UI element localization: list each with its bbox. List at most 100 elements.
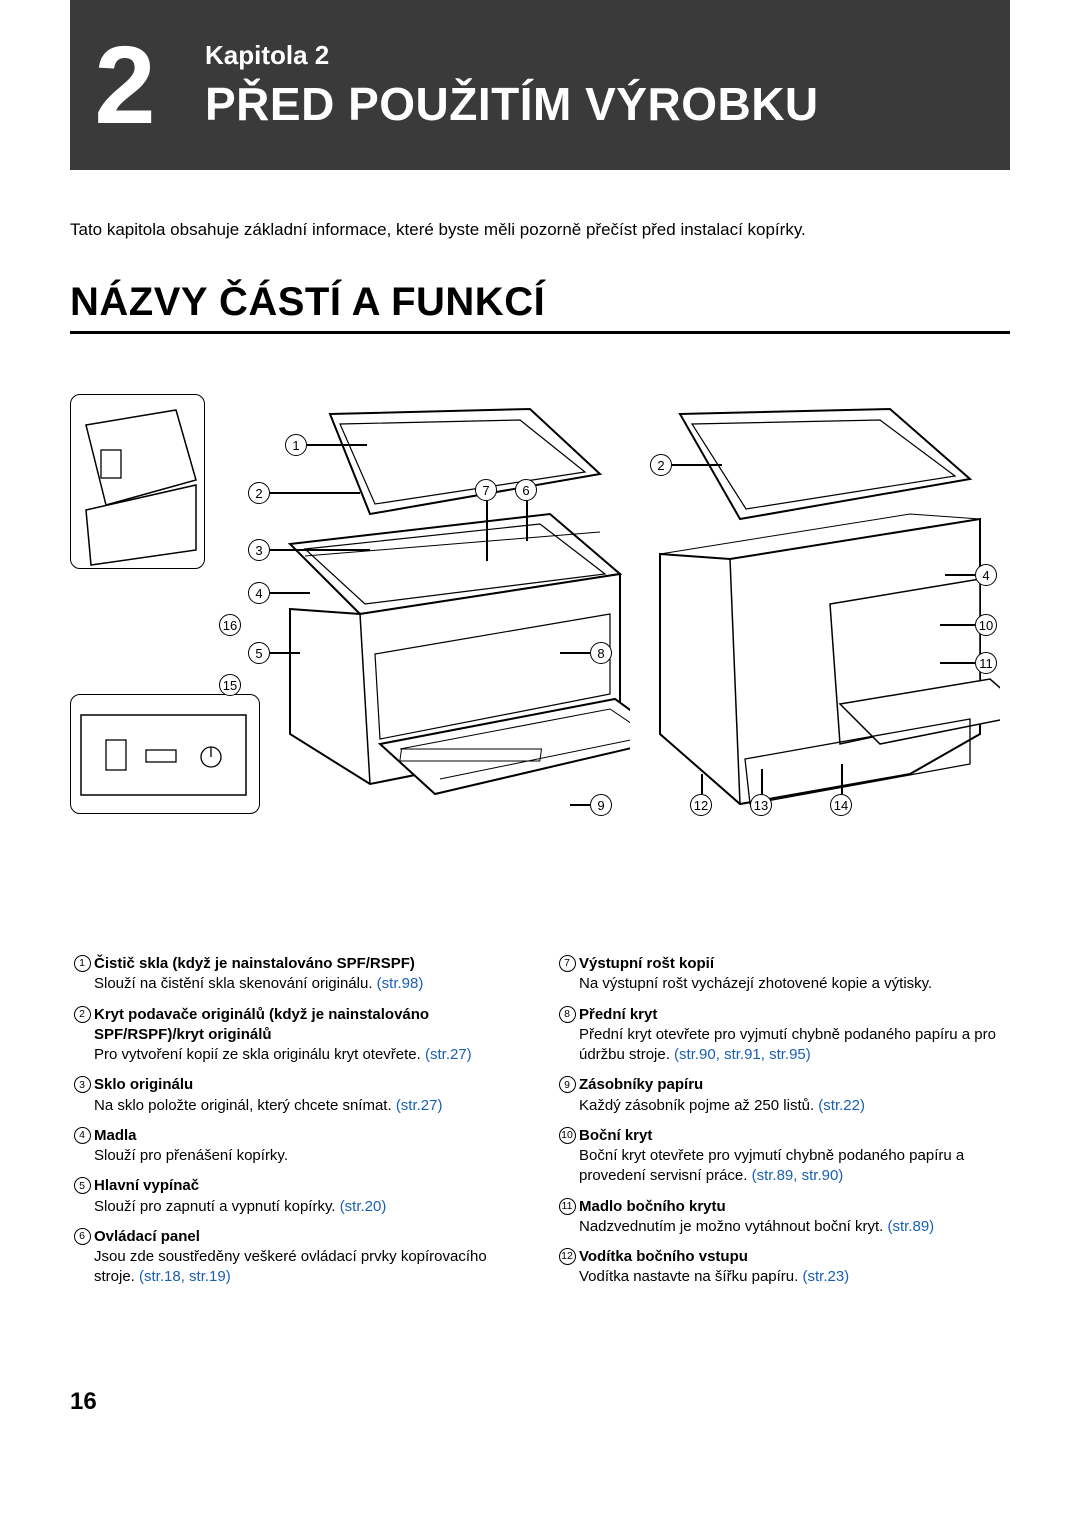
- part-number-badge: 8: [555, 1005, 579, 1023]
- part-title: Madlo bočního krytu: [579, 1197, 1010, 1217]
- part-item: 8Přední krytPřední kryt otevřete pro vyj…: [555, 1005, 1010, 1066]
- part-item: 4MadlaSlouží pro přenášení kopírky.: [70, 1126, 525, 1167]
- part-title: Ovládací panel: [94, 1227, 525, 1247]
- part-title: Výstupní rošt kopií: [579, 954, 1010, 974]
- section-title: NÁZVY ČÁSTÍ A FUNKCÍ: [70, 280, 1010, 334]
- part-item: 7Výstupní rošt kopiíNa výstupní rošt vyc…: [555, 954, 1010, 995]
- part-number-badge: 6: [70, 1227, 94, 1245]
- page-ref-link[interactable]: (str.27): [425, 1046, 472, 1063]
- callout-4: 4: [248, 582, 270, 604]
- part-description: Slouží pro přenášení kopírky.: [94, 1146, 525, 1166]
- page-ref-link[interactable]: (str.89): [888, 1218, 935, 1235]
- part-number-badge: 11: [555, 1197, 579, 1215]
- page-ref-link[interactable]: (str.98): [377, 975, 424, 992]
- callout-2r: 2: [650, 454, 672, 476]
- part-body: Hlavní vypínačSlouží pro zapnutí a vypnu…: [94, 1176, 525, 1217]
- callout-10: 10: [975, 614, 997, 636]
- chapter-number: 2: [70, 0, 180, 170]
- part-body: Sklo origináluNa sklo položte originál, …: [94, 1075, 525, 1116]
- part-title: Hlavní vypínač: [94, 1176, 525, 1196]
- callout-15: 15: [219, 674, 241, 696]
- part-description: Na výstupní rošt vycházejí zhotovené kop…: [579, 974, 1010, 994]
- part-number-badge: 12: [555, 1247, 579, 1265]
- page-ref-link[interactable]: (str.27): [396, 1097, 443, 1114]
- part-description: Pro vytvoření kopií ze skla originálu kr…: [94, 1045, 525, 1065]
- part-description: Boční kryt otevřete pro vyjmutí chybně p…: [579, 1146, 1010, 1187]
- part-body: Výstupní rošt kopiíNa výstupní rošt vych…: [579, 954, 1010, 995]
- callout-9: 9: [590, 794, 612, 816]
- page-ref-link[interactable]: (str.18, str.19): [139, 1268, 231, 1285]
- callout-3: 3: [248, 539, 270, 561]
- part-body: Ovládací panelJsou zde soustředěny veške…: [94, 1227, 525, 1288]
- part-item: 9Zásobníky papíruKaždý zásobník pojme až…: [555, 1075, 1010, 1116]
- part-number-badge: 4: [70, 1126, 94, 1144]
- part-number-badge: 5: [70, 1176, 94, 1194]
- part-body: Čistič skla (když je nainstalováno SPF/R…: [94, 954, 525, 995]
- part-number-badge: 9: [555, 1075, 579, 1093]
- part-number-badge: 10: [555, 1126, 579, 1144]
- part-item: 1Čistič skla (když je nainstalováno SPF/…: [70, 954, 525, 995]
- callout-4r: 4: [975, 564, 997, 586]
- part-item: 2Kryt podavače originálů (když je nainst…: [70, 1005, 525, 1066]
- chapter-header-text: Kapitola 2 PŘED POUŽITÍM VÝROBKU: [180, 0, 1010, 170]
- part-body: Přední krytPřední kryt otevřete pro vyjm…: [579, 1005, 1010, 1066]
- part-body: Madlo bočního krytuNadzvednutím je možno…: [579, 1197, 1010, 1238]
- callout-6: 6: [515, 479, 537, 501]
- intro-text: Tato kapitola obsahuje základní informac…: [70, 220, 1010, 240]
- diagram-inset-topleft: [70, 394, 205, 569]
- part-description: Jsou zde soustředěny veškeré ovládací pr…: [94, 1247, 525, 1288]
- part-number-badge: 7: [555, 954, 579, 972]
- chapter-header: 2 Kapitola 2 PŘED POUŽITÍM VÝROBKU: [70, 0, 1010, 170]
- callout-5: 5: [248, 642, 270, 664]
- part-number-badge: 1: [70, 954, 94, 972]
- part-title: Kryt podavače originálů (když je nainsta…: [94, 1005, 525, 1046]
- part-body: Zásobníky papíruKaždý zásobník pojme až …: [579, 1075, 1010, 1116]
- callout-16: 16: [219, 614, 241, 636]
- part-description: Slouží na čistění skla skenování originá…: [94, 974, 525, 994]
- page-ref-link[interactable]: (str.89, str.90): [752, 1167, 844, 1184]
- part-description: Přední kryt otevřete pro vyjmutí chybně …: [579, 1025, 1010, 1066]
- part-number-badge: 3: [70, 1075, 94, 1093]
- part-description: Každý zásobník pojme až 250 listů. (str.…: [579, 1096, 1010, 1116]
- callout-14: 14: [830, 794, 852, 816]
- callout-8: 8: [590, 642, 612, 664]
- page-ref-link[interactable]: (str.23): [802, 1268, 849, 1285]
- callout-13: 13: [750, 794, 772, 816]
- part-item: 11Madlo bočního krytuNadzvednutím je mož…: [555, 1197, 1010, 1238]
- callout-12: 12: [690, 794, 712, 816]
- part-body: MadlaSlouží pro přenášení kopírky.: [94, 1126, 525, 1167]
- part-title: Sklo originálu: [94, 1075, 525, 1095]
- part-title: Čistič skla (když je nainstalováno SPF/R…: [94, 954, 525, 974]
- chapter-title: PŘED POUŽITÍM VÝROBKU: [205, 77, 985, 131]
- page-ref-link[interactable]: (str.22): [818, 1097, 865, 1114]
- parts-list: 1Čistič skla (když je nainstalováno SPF/…: [70, 954, 1010, 1298]
- part-body: Kryt podavače originálů (když je nainsta…: [94, 1005, 525, 1066]
- callout-7: 7: [475, 479, 497, 501]
- part-body: Boční krytBoční kryt otevřete pro vyjmut…: [579, 1126, 1010, 1187]
- part-description: Na sklo položte originál, který chcete s…: [94, 1096, 525, 1116]
- part-body: Vodítka bočního vstupuVodítka nastavte n…: [579, 1247, 1010, 1288]
- callout-1: 1: [285, 434, 307, 456]
- part-title: Zásobníky papíru: [579, 1075, 1010, 1095]
- part-title: Přední kryt: [579, 1005, 1010, 1025]
- diagram-inset-bottomleft: [70, 694, 260, 814]
- part-description: Nadzvednutím je možno vytáhnout boční kr…: [579, 1217, 1010, 1237]
- part-item: 12Vodítka bočního vstupuVodítka nastavte…: [555, 1247, 1010, 1288]
- kapitola-label: Kapitola 2: [205, 40, 985, 71]
- parts-diagram: 1 2 3 4 5 7 6 8 9 16 15 2 4 10 11 12 13: [70, 374, 1010, 914]
- page-ref-link[interactable]: (str.90, str.91, str.95): [674, 1046, 811, 1063]
- part-item: 3Sklo origináluNa sklo položte originál,…: [70, 1075, 525, 1116]
- part-description: Vodítka nastavte na šířku papíru. (str.2…: [579, 1267, 1010, 1287]
- part-title: Boční kryt: [579, 1126, 1010, 1146]
- part-item: 6Ovládací panelJsou zde soustředěny vešk…: [70, 1227, 525, 1288]
- callout-2: 2: [248, 482, 270, 504]
- part-item: 5Hlavní vypínačSlouží pro zapnutí a vypn…: [70, 1176, 525, 1217]
- part-number-badge: 2: [70, 1005, 94, 1023]
- part-description: Slouží pro zapnutí a vypnutí kopírky. (s…: [94, 1197, 525, 1217]
- part-item: 10Boční krytBoční kryt otevřete pro vyjm…: [555, 1126, 1010, 1187]
- part-title: Vodítka bočního vstupu: [579, 1247, 1010, 1267]
- callout-11: 11: [975, 652, 997, 674]
- page-number: 16: [70, 1388, 1010, 1416]
- page-ref-link[interactable]: (str.20): [340, 1198, 387, 1215]
- part-title: Madla: [94, 1126, 525, 1146]
